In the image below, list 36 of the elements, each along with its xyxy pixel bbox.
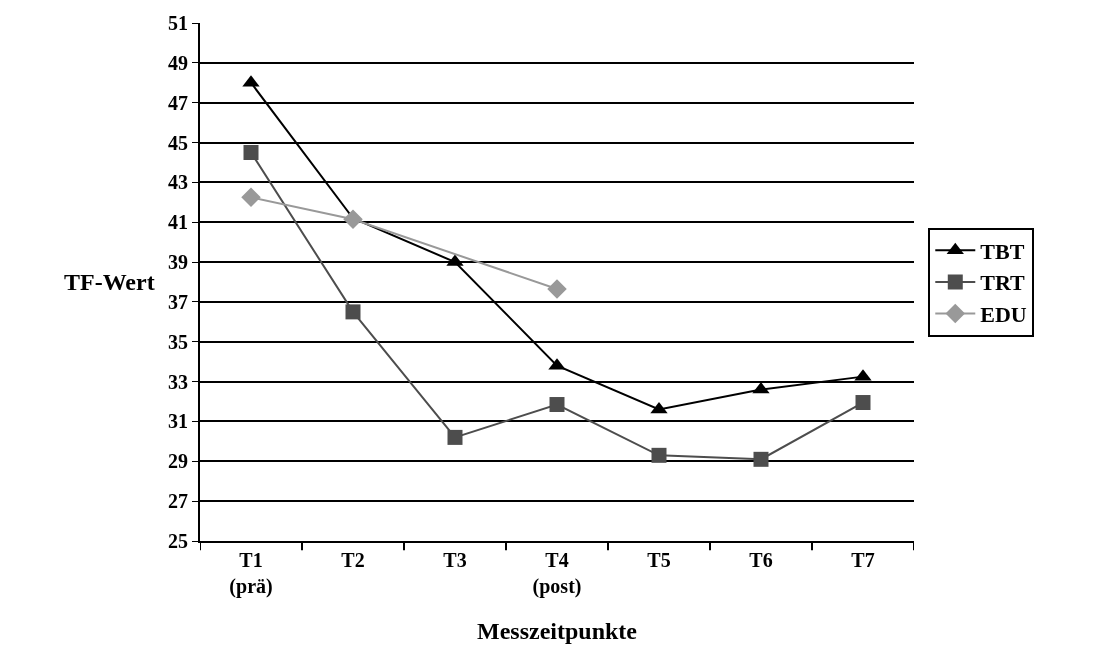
- point: [241, 187, 261, 208]
- y-tick-label: 49: [168, 51, 188, 74]
- x-tick-label: T6: [749, 549, 773, 571]
- legend-label: TRT: [980, 270, 1026, 296]
- point: [753, 451, 769, 467]
- x-tick-label: T3: [443, 549, 467, 571]
- y-tick-label: 47: [168, 91, 188, 114]
- y-tick-label: 37: [168, 290, 188, 313]
- point: [343, 209, 363, 229]
- y-tick-label: 43: [168, 171, 188, 194]
- point: [855, 395, 871, 411]
- y-tick-label: 51: [168, 12, 188, 34]
- point: [243, 145, 259, 160]
- x-tick-label: T5: [647, 549, 671, 571]
- point: [447, 429, 463, 445]
- x-tick-label: T1 (prä): [229, 549, 273, 598]
- y-tick-label: 41: [168, 211, 188, 234]
- point: [547, 279, 567, 299]
- point: [549, 397, 565, 413]
- point: [345, 304, 361, 320]
- x-axis-title: Messzeitpunkte: [477, 617, 638, 644]
- y-tick-label: 31: [168, 410, 188, 433]
- y-tick-label: 35: [168, 330, 188, 353]
- point: [651, 447, 667, 463]
- y-tick-label: 45: [168, 131, 188, 154]
- y-tick-label: 27: [168, 490, 188, 513]
- y-tick-label: 33: [168, 370, 188, 393]
- x-tick-label: T4 (post): [532, 549, 582, 598]
- y-tick-label: 39: [168, 251, 188, 274]
- legend-label: EDU: [980, 302, 1027, 328]
- y-tick-label: 25: [168, 530, 188, 552]
- y-tick-label: 29: [168, 450, 188, 473]
- x-tick-label: T2: [341, 549, 365, 571]
- x-tick-label: T7: [851, 549, 875, 571]
- y-axis-title: TF-Wert: [64, 269, 155, 295]
- legend-label: TBT: [980, 238, 1025, 264]
